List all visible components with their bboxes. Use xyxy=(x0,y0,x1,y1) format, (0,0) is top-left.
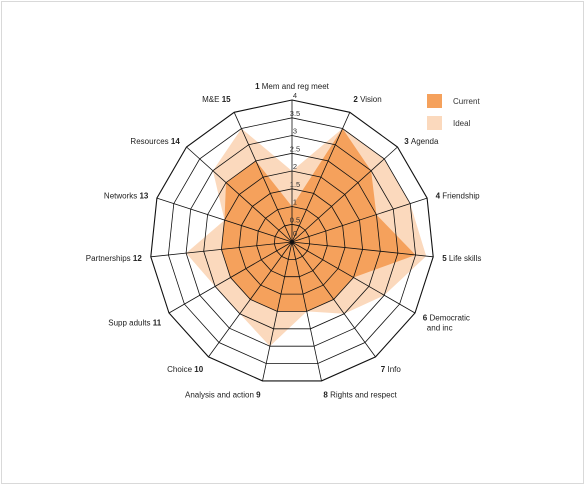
legend-label-ideal: Ideal xyxy=(453,119,471,128)
axis-label-text: Democratic xyxy=(429,314,469,323)
grid-ring xyxy=(185,135,399,347)
axis-label-1: 1 Mem and reg meet xyxy=(255,82,330,91)
axis-spoke xyxy=(150,241,293,258)
tick-label: 0.5 xyxy=(290,215,300,224)
tick-label: 3 xyxy=(293,127,297,136)
grid-ring xyxy=(220,170,364,312)
grid-ring xyxy=(167,117,417,364)
legend-swatch-current xyxy=(427,94,442,108)
axis-label-3: 3 Agenda xyxy=(404,137,439,146)
axis-spoke xyxy=(208,241,293,358)
tick-label: 2.5 xyxy=(290,144,300,153)
axis-label-15: M&E 15 xyxy=(202,95,231,104)
axis-label-7: 7 Info xyxy=(381,365,402,374)
axis-label-text: Mem and reg meet xyxy=(262,82,330,91)
axis-label-number: 7 xyxy=(381,365,388,374)
axis-spoke xyxy=(291,146,398,243)
axis-label-number: 12 xyxy=(133,254,142,263)
legend-label-current: Current xyxy=(453,97,480,106)
axis-label-text: Agenda xyxy=(411,137,439,146)
axis-spoke xyxy=(291,241,416,314)
axis-label-text: and inc xyxy=(427,324,453,333)
axis-spoke xyxy=(291,241,322,381)
axis-label-number: 10 xyxy=(194,365,203,374)
legend: Current Ideal xyxy=(427,94,480,130)
axis-label-text: Info xyxy=(387,365,401,374)
axis-label-number: 6 xyxy=(423,314,430,323)
tick-label: 0 xyxy=(293,229,297,238)
axis-label-text: Supp adults xyxy=(108,319,152,328)
axis-label-text: Rights and respect xyxy=(330,391,397,400)
tick-label: 2 xyxy=(293,162,297,171)
grid-ring xyxy=(273,223,311,260)
center-dot xyxy=(290,240,294,244)
axis-label-2: 2 Vision xyxy=(353,95,381,104)
tick-label: 3.5 xyxy=(290,109,300,118)
axis-label-number: 3 xyxy=(404,137,411,146)
axis-label-number: 8 xyxy=(323,391,330,400)
axis-label-number: 2 xyxy=(353,95,360,104)
radar-grid xyxy=(150,99,434,382)
axis-label-number: 9 xyxy=(256,391,261,400)
axis-spoke xyxy=(168,241,293,314)
axis-labels: 1 Mem and reg meet 2 Vision 3 Agenda 4 Frie… xyxy=(86,82,482,400)
grid-ring xyxy=(203,152,381,330)
legend-swatch-ideal xyxy=(427,116,442,130)
axis-label-14: Resources 14 xyxy=(130,137,180,146)
axis-label-12: Partnerships 12 xyxy=(86,254,143,263)
axis-label-text: Vision xyxy=(360,95,382,104)
axis-spoke xyxy=(233,112,293,243)
axis-label-text: M&E xyxy=(202,95,222,104)
axis-label-10: Choice 10 xyxy=(167,365,204,374)
axis-spoke xyxy=(186,146,293,243)
tick-label: 1.5 xyxy=(290,180,300,189)
axis-label-text: Networks xyxy=(104,191,140,200)
grid-ring xyxy=(238,188,346,295)
axis-spoke xyxy=(156,197,293,243)
axis-label-5: 5 Life skills xyxy=(442,254,481,263)
axis-spoke xyxy=(291,197,428,243)
tick-label: 1 xyxy=(293,198,297,207)
tick-label: 4 xyxy=(293,91,297,100)
axis-spoke xyxy=(291,112,351,243)
axis-label-text: Resources xyxy=(130,137,170,146)
radial-tick-labels: 0 0.5 1 1.5 2 2.5 3 3.5 4 xyxy=(290,91,300,238)
axis-spoke xyxy=(291,241,376,358)
axis-label-number: 1 xyxy=(255,82,262,91)
axis-label-number: 15 xyxy=(222,95,231,104)
axis-label-4: 4 Friendship xyxy=(436,191,481,200)
axis-label-text: Life skills xyxy=(449,254,481,263)
axis-label-number: 14 xyxy=(171,137,180,146)
axis-label-9: Analysis and action 9 xyxy=(185,391,261,400)
axis-label-8: 8 Rights and respect xyxy=(323,391,397,400)
axis-label-text: Analysis and action xyxy=(185,391,256,400)
axis-spoke xyxy=(262,241,293,381)
axis-label-13: Networks 13 xyxy=(104,191,149,200)
axis-label-11: Supp adults 11 xyxy=(108,319,161,328)
axis-label-number: 13 xyxy=(139,191,148,200)
axis-label-text: Friendship xyxy=(442,191,480,200)
axis-label-number: 11 xyxy=(153,319,162,328)
grid-ring xyxy=(150,99,434,382)
axis-spoke xyxy=(291,241,434,258)
grid-ring xyxy=(256,206,328,278)
axis-label-number: 5 xyxy=(442,254,449,263)
axis-label-text: Partnerships xyxy=(86,254,133,263)
axis-label-number: 4 xyxy=(436,191,443,200)
axis-label-text: Choice xyxy=(167,365,194,374)
axis-label-6: 6 Democratic and inc xyxy=(423,314,470,333)
